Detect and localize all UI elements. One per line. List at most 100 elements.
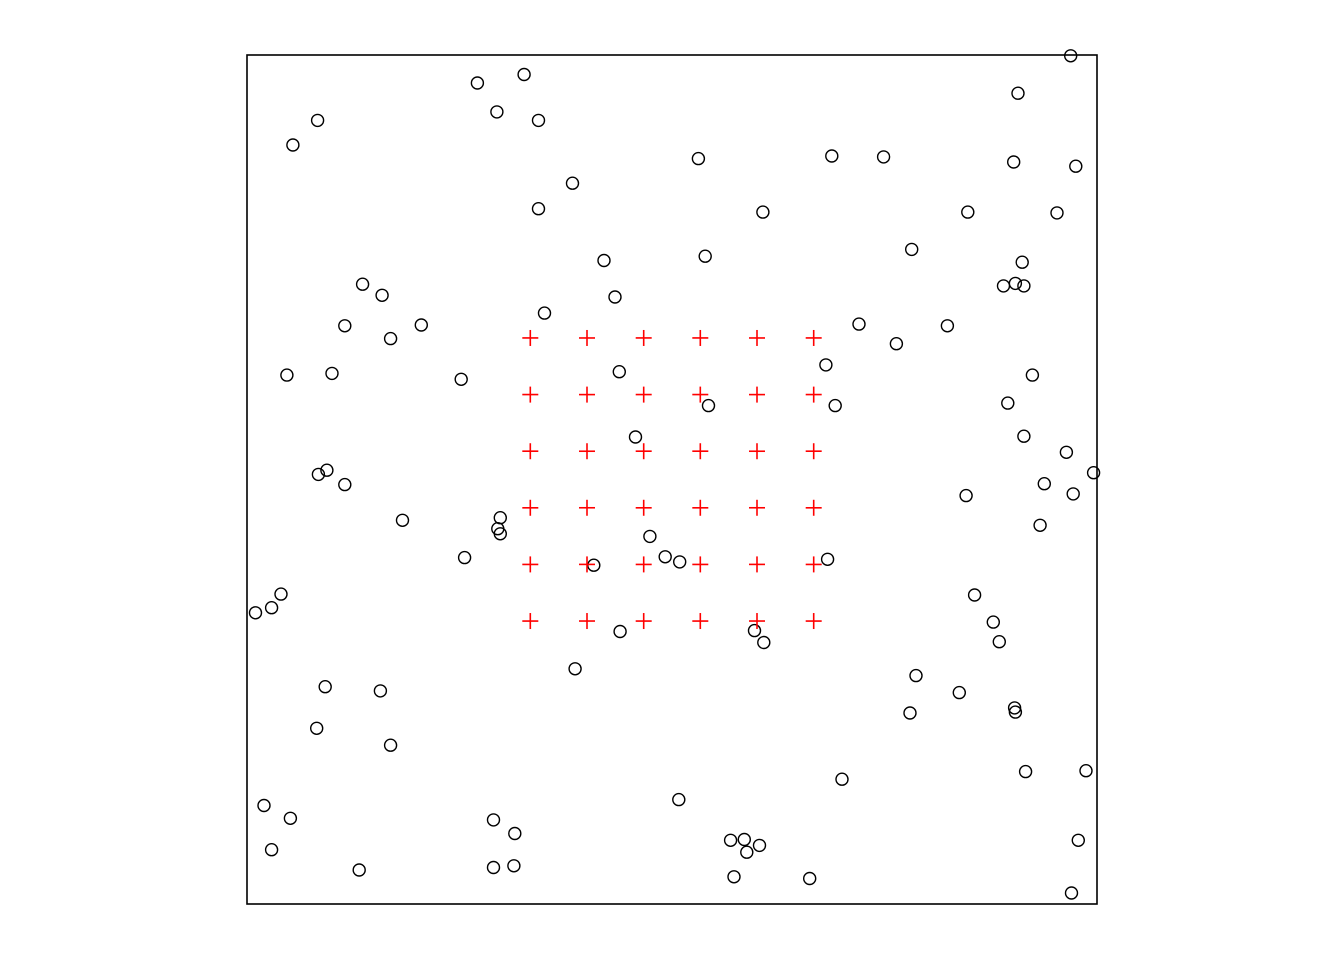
data-point-circle: [752, 838, 767, 853]
data-point-circle: [1069, 159, 1083, 173]
data-point-circle: [737, 832, 751, 847]
data-point-circle: [338, 319, 352, 333]
data-point-circle: [608, 290, 622, 304]
data-point-circle: [658, 550, 672, 564]
grid-point-cross: [805, 499, 822, 516]
data-point-circle: [1017, 279, 1031, 293]
data-point-circle: [727, 870, 741, 884]
data-point-circle: [1086, 466, 1101, 480]
data-point-circle: [280, 368, 294, 382]
grid-point-cross: [692, 329, 709, 346]
data-point-circle: [286, 138, 300, 152]
data-point-circle: [740, 845, 754, 859]
data-point-circle: [1033, 518, 1047, 532]
data-point-circle: [310, 721, 324, 735]
data-point-circle: [825, 149, 839, 163]
data-point-circle: [1011, 86, 1025, 100]
data-point-circle: [691, 151, 706, 166]
data-point-circle: [1017, 429, 1031, 443]
data-point-circle: [257, 798, 271, 813]
grid-point-cross: [749, 443, 765, 460]
data-point-circle: [470, 76, 485, 90]
data-point-circle: [568, 662, 582, 676]
grid-point-cross: [805, 329, 822, 346]
data-point-circle: [756, 205, 770, 219]
data-point-circle: [486, 860, 501, 875]
data-point-circle: [318, 680, 332, 694]
grid-point-cross: [522, 499, 539, 516]
data-point-circle: [1018, 764, 1033, 779]
data-point-circle: [612, 365, 626, 379]
data-point-circle: [986, 615, 1000, 629]
data-point-circle: [1064, 886, 1079, 900]
grid-point-cross: [522, 329, 539, 346]
data-point-circle: [531, 113, 546, 128]
grid-point-cross: [805, 556, 822, 573]
data-point-circle: [903, 706, 917, 720]
data-point-circle: [517, 67, 531, 82]
grid-point-cross: [579, 499, 595, 516]
data-point-circle: [507, 859, 521, 873]
data-point-circle: [852, 317, 866, 331]
open-circle-points: [248, 49, 1101, 900]
grid-point-cross: [749, 386, 765, 403]
data-point-circle: [747, 623, 762, 638]
data-point-circle: [320, 463, 334, 477]
data-point-circle: [395, 513, 410, 527]
data-point-circle: [961, 205, 975, 219]
grid-point-cross: [749, 613, 765, 630]
data-point-circle: [1007, 155, 1021, 169]
data-point-circle: [597, 253, 611, 268]
data-point-circle: [310, 113, 325, 128]
grid-point-cross: [522, 386, 539, 403]
data-point-circle: [673, 555, 687, 569]
data-point-circle: [1063, 49, 1078, 63]
grid-point-cross: [805, 443, 822, 460]
data-point-circle: [1059, 445, 1074, 459]
data-point-circle: [889, 337, 904, 351]
grid-point-cross: [692, 386, 709, 403]
grid-point-cross: [635, 386, 652, 403]
data-point-circle: [1050, 206, 1064, 220]
data-point-circle: [508, 826, 522, 841]
data-point-circle: [613, 624, 627, 639]
data-point-circle: [264, 601, 279, 615]
data-point-circle: [835, 772, 849, 786]
grid-point-cross: [692, 556, 709, 573]
grid-point-cross: [692, 499, 709, 516]
data-point-circle: [311, 467, 326, 482]
data-point-circle: [757, 635, 771, 650]
data-point-circle: [628, 430, 643, 444]
grid-point-cross: [635, 443, 652, 460]
data-point-circle: [1066, 487, 1080, 501]
grid-point-cross: [805, 613, 822, 630]
data-point-circle: [940, 319, 955, 333]
data-point-circle: [531, 201, 546, 216]
data-point-circle: [701, 398, 716, 413]
data-point-circle: [1008, 276, 1023, 291]
data-point-circle: [383, 331, 398, 346]
data-point-circle: [283, 811, 298, 825]
data-point-circle: [355, 277, 370, 291]
data-point-circle: [1071, 833, 1086, 847]
data-point-circle: [996, 279, 1011, 293]
data-point-circle: [375, 288, 389, 302]
grid-point-cross: [522, 443, 539, 460]
data-point-circle: [383, 738, 398, 752]
data-point-circle: [672, 792, 686, 807]
data-point-circle: [992, 635, 1006, 649]
data-point-circle: [414, 318, 428, 332]
grid-point-cross: [635, 613, 652, 630]
data-point-circle: [493, 511, 507, 525]
grid-point-cross: [579, 443, 595, 460]
data-point-circle: [457, 550, 472, 565]
data-point-circle: [325, 366, 339, 381]
data-point-circle: [959, 488, 973, 503]
plot-frame: [246, 54, 1098, 905]
data-point-circle: [1015, 255, 1029, 269]
grid-point-cross: [579, 556, 595, 573]
grid-point-cross: [635, 329, 652, 346]
grid-point-cross: [805, 386, 822, 403]
data-point-circle: [876, 150, 891, 164]
data-point-circle: [1025, 368, 1040, 382]
